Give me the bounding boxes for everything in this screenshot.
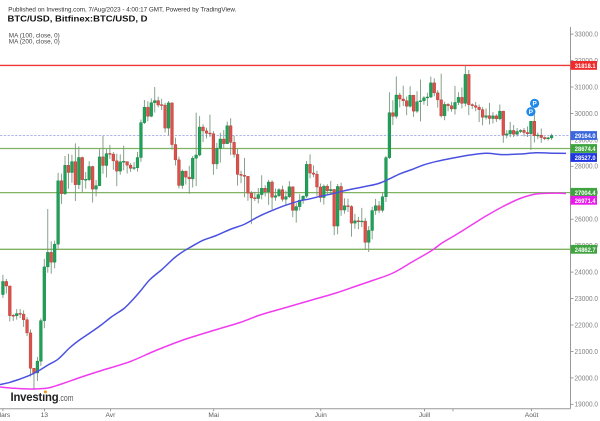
- svg-text:Juin: Juin: [315, 412, 327, 419]
- svg-text:22000.0: 22000.0: [575, 322, 599, 329]
- svg-text:31818.1: 31818.1: [575, 63, 596, 70]
- svg-text:29000.0: 29000.0: [575, 137, 599, 144]
- svg-text:BTC/USD, Bitfinex:BTC/USD, D: BTC/USD, Bitfinex:BTC/USD, D: [8, 13, 148, 23]
- svg-text:13: 13: [41, 412, 49, 419]
- svg-text:Mai: Mai: [208, 412, 219, 419]
- svg-text:24000.0: 24000.0: [575, 270, 599, 277]
- svg-text:27004.4: 27004.4: [575, 190, 596, 197]
- svg-text:Investıng: Investıng: [11, 390, 59, 404]
- svg-text:MA (100, close, 0): MA (100, close, 0): [9, 32, 60, 39]
- svg-text:P: P: [532, 101, 537, 108]
- svg-text:19000.0: 19000.0: [575, 402, 599, 409]
- svg-text:26000.0: 26000.0: [575, 217, 599, 224]
- svg-text:P: P: [529, 109, 534, 116]
- svg-text:28674.4: 28674.4: [575, 146, 596, 153]
- svg-text:33000.0: 33000.0: [575, 32, 599, 39]
- svg-text:Published on Investing.com, 7/: Published on Investing.com, 7/Aug/2023 -…: [8, 7, 236, 14]
- svg-text:29164.0: 29164.0: [575, 133, 596, 140]
- svg-text:30000.0: 30000.0: [575, 111, 599, 118]
- svg-text:Avr: Avr: [106, 412, 117, 419]
- svg-text:26971.4: 26971.4: [575, 198, 596, 205]
- svg-text:Mars: Mars: [0, 412, 11, 419]
- svg-text:31000.0: 31000.0: [575, 84, 599, 91]
- svg-text:MA (200, close, 0): MA (200, close, 0): [9, 38, 60, 45]
- svg-text:.com: .com: [59, 393, 74, 404]
- svg-text:Juill: Juill: [419, 412, 431, 419]
- svg-text:Août: Août: [525, 412, 539, 419]
- svg-text:23000.0: 23000.0: [575, 296, 599, 303]
- svg-text:21000.0: 21000.0: [575, 349, 599, 356]
- svg-text:24862.7: 24862.7: [575, 247, 596, 254]
- svg-text:20000.0: 20000.0: [575, 375, 599, 382]
- svg-text:28527.0: 28527.0: [575, 155, 596, 162]
- svg-text:28000.0: 28000.0: [575, 164, 599, 171]
